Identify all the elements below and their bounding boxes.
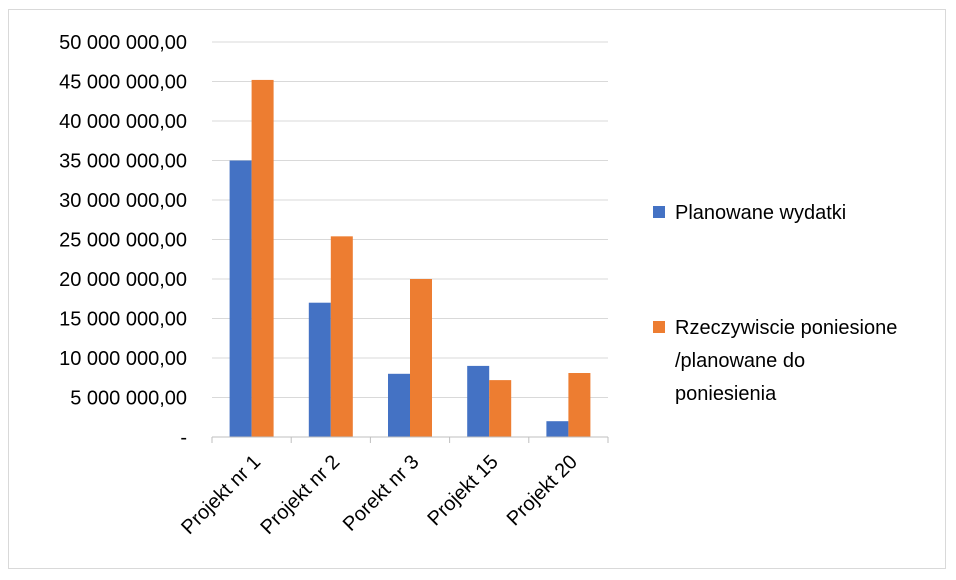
x-category-label: Projekt 15 [423, 451, 502, 530]
gridlines [212, 41, 608, 398]
bar-planned [388, 373, 410, 437]
y-tick-label: 40 000 000,00 [59, 111, 187, 133]
bar-actual [251, 79, 274, 438]
legend-label: Rzeczywiscie poniesione/planowane do poni… [675, 317, 897, 405]
y-tick-label: 15 000 000,00 [59, 309, 187, 331]
legend-label: Planowane wydatki [675, 202, 846, 224]
legend-swatch [653, 321, 665, 333]
bar-actual [489, 380, 512, 437]
x-axis [211, 436, 609, 443]
y-tick-label: 45 000 000,00 [59, 72, 187, 94]
legend: Planowane wydatki Rzeczywiscie poniesione… [653, 202, 897, 405]
y-tick-label: 5 000 000,00 [70, 388, 187, 410]
bar-planned [308, 302, 331, 437]
legend-swatch [653, 206, 665, 218]
y-tick-label: 35 000 000,00 [59, 151, 187, 173]
x-category-label: Projekt 20 [503, 451, 582, 530]
bar-actual [568, 373, 591, 437]
x-category-label: Projekt nr 1 [177, 451, 265, 539]
bars [229, 79, 591, 438]
bar-planned [229, 160, 252, 437]
bar-actual [330, 236, 353, 437]
y-axis-tick-labels: - 5 000 000,00 10 000 000,00 15 000 000,00 2… [59, 32, 187, 449]
y-tick-label: - [180, 427, 187, 449]
x-category-label: Porekt nr 3 [339, 451, 424, 536]
y-tick-label: 20 000 000,00 [59, 269, 187, 291]
y-tick-label: 25 000 000,00 [59, 230, 187, 252]
bar-planned [467, 365, 490, 437]
y-tick-label: 10 000 000,00 [59, 348, 187, 370]
y-tick-label: 50 000 000,00 [59, 32, 187, 54]
bar-planned [546, 421, 569, 437]
x-category-label: Projekt nr 2 [256, 451, 344, 539]
bar-actual [410, 279, 432, 437]
chart-frame [8, 9, 946, 569]
y-tick-label: 30 000 000,00 [59, 190, 187, 212]
